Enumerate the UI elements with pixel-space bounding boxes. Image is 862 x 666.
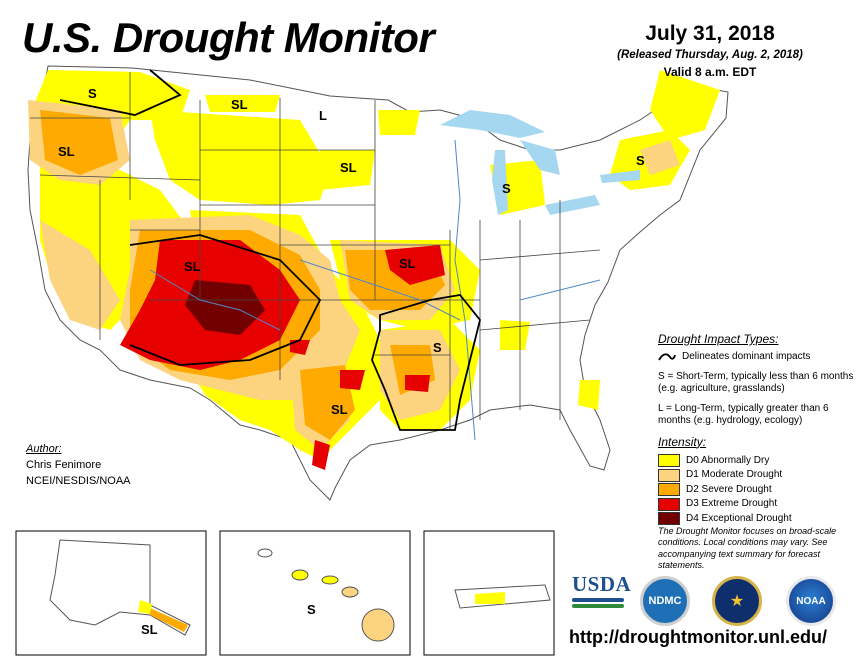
label-co: SL [184,259,201,274]
label-mi: S [502,181,511,196]
d1-label: D1 Moderate Drought [686,469,783,480]
great-lakes [440,110,640,215]
d4-label: D4 Exceptional Drought [686,512,792,524]
d2-label: D2 Severe Drought [686,483,772,495]
intensity-d0: D0 Abnormally Dry [658,454,856,469]
noaa-logo[interactable]: NOAA [786,576,836,626]
date-block: July 31, 2018 (Released Thursday, Aug. 2… [600,22,820,79]
author-heading: Author: [26,443,62,455]
legend: Drought Impact Types: Delineates dominan… [658,332,856,526]
alaska-d1 [150,608,188,632]
alaska-d0 [138,600,152,614]
author-name: Chris Fenimore [26,458,102,471]
impact-line-icon [658,353,676,361]
usda-logo-text: USDA [572,572,632,596]
d3-label: D3 Extreme Drought [686,498,778,509]
intensity-d1: D1 Moderate Drought [658,468,856,483]
author-org: NCEI/NESDIS/NOAA [26,474,131,487]
usda-wave-green [572,604,624,608]
disclaimer-note: The Drought Monitor focuses on broad-sca… [658,526,837,570]
label-or: SL [58,144,75,159]
commerce-logo[interactable]: ★ [712,576,762,626]
label-mo: SL [399,256,416,271]
label-nd: L [319,108,327,123]
d4-areas [185,280,265,335]
d0-label: D0 Abnormally Dry [686,454,770,466]
d0-swatch [658,454,680,468]
impact-boundaries [59,69,481,431]
label-ny: S [636,153,645,168]
author-block: Author: Chris Fenimore NCEI/NESDIS/NOAA [26,442,131,490]
label-hi: S [307,602,316,617]
usda-logo[interactable]: USDA [572,572,632,608]
long-term-desc: L = Long-Term, typically greater than 6 … [658,402,829,427]
rivers [149,139,601,441]
label-ak: SL [141,622,158,637]
label-tx: SL [331,402,348,417]
d4-swatch [658,512,680,526]
d2-swatch [658,483,680,497]
map-date: July 31, 2018 [645,22,775,45]
short-term-desc: S = Short-Term, typically less than 6 mo… [658,370,854,395]
valid-time: Valid 8 a.m. EDT [663,65,757,79]
label-sd: SL [340,160,357,175]
impact-types-heading: Drought Impact Types: [658,332,779,346]
hawaii-islands [257,548,395,642]
intensity-d4: D4 Exceptional Drought [658,512,856,527]
usda-wave-blue [572,598,624,602]
map-labels: S SL SL L SL SL SL S S S SL SL S [58,86,645,637]
intensity-d3: D3 Extreme Drought [658,497,856,512]
puerto-rico-d0 [475,592,505,604]
website-link[interactable]: http://droughtmonitor.unl.edu/ [569,627,827,647]
state-borders [30,72,601,430]
label-mt: SL [231,97,248,112]
d1-swatch [658,468,680,482]
page-title: U.S. Drought Monitor [22,14,435,61]
d3-swatch [658,497,680,511]
release-date: (Released Thursday, Aug. 2, 2018) [617,49,803,61]
label-wa: S [88,86,97,101]
impact-line-row: Delineates dominant impacts [658,351,856,364]
label-ar: S [433,340,442,355]
intensity-heading: Intensity: [658,434,707,449]
intensity-d2: D2 Severe Drought [658,483,856,498]
intensity-list: D0 Abnormally Dry D1 Moderate Drought D2… [658,454,856,527]
ndmc-logo[interactable]: NDMC [640,576,690,626]
impact-line-label: Delineates dominant impacts [682,351,811,362]
